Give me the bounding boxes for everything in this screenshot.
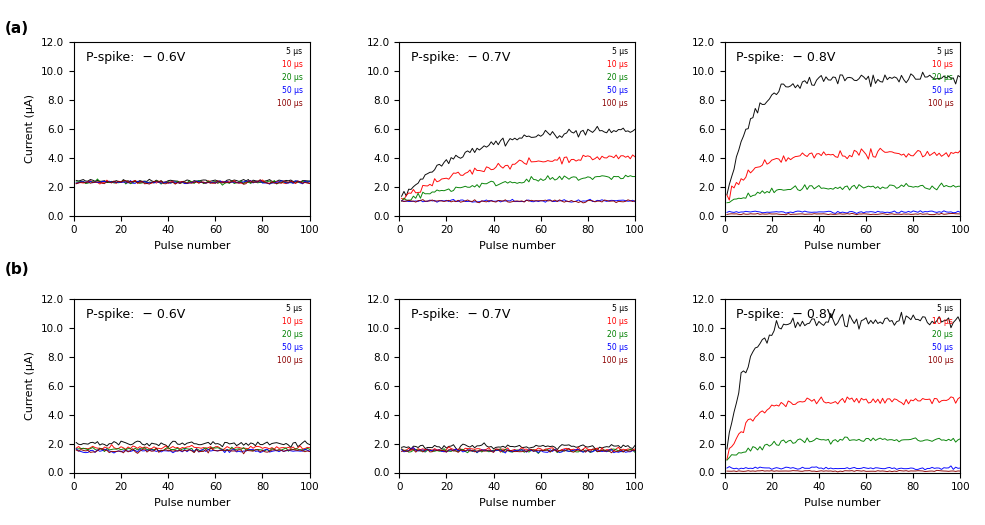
Text: 50 μs: 50 μs <box>607 343 628 352</box>
Text: 5 μs: 5 μs <box>287 47 302 56</box>
Text: 10 μs: 10 μs <box>607 60 628 69</box>
Text: 10 μs: 10 μs <box>933 317 953 326</box>
Text: P-spike:  − 0.8V: P-spike: − 0.8V <box>737 308 835 321</box>
X-axis label: Pulse number: Pulse number <box>154 498 230 508</box>
Text: 20 μs: 20 μs <box>933 74 953 82</box>
Text: 50 μs: 50 μs <box>282 343 302 352</box>
Text: 100 μs: 100 μs <box>277 99 302 108</box>
Text: 5 μs: 5 μs <box>612 47 628 56</box>
Text: 10 μs: 10 μs <box>282 60 302 69</box>
Text: (b): (b) <box>5 262 30 278</box>
X-axis label: Pulse number: Pulse number <box>479 241 556 251</box>
Text: 20 μs: 20 μs <box>933 330 953 339</box>
Text: 50 μs: 50 μs <box>932 86 953 95</box>
Text: 5 μs: 5 μs <box>937 47 953 56</box>
Text: 100 μs: 100 μs <box>602 356 628 365</box>
Text: 100 μs: 100 μs <box>928 356 953 365</box>
Y-axis label: Current (μA): Current (μA) <box>26 94 35 163</box>
Text: 10 μs: 10 μs <box>282 317 302 326</box>
Text: P-spike:  − 0.7V: P-spike: − 0.7V <box>411 51 510 64</box>
Text: P-spike:  − 0.6V: P-spike: − 0.6V <box>86 308 185 321</box>
X-axis label: Pulse number: Pulse number <box>154 241 230 251</box>
Text: 10 μs: 10 μs <box>933 60 953 69</box>
Text: P-spike:  − 0.8V: P-spike: − 0.8V <box>737 51 835 64</box>
Text: 100 μs: 100 μs <box>602 99 628 108</box>
X-axis label: Pulse number: Pulse number <box>804 498 881 508</box>
Text: (a): (a) <box>5 21 29 36</box>
Text: P-spike:  − 0.6V: P-spike: − 0.6V <box>86 51 185 64</box>
X-axis label: Pulse number: Pulse number <box>804 241 881 251</box>
Text: 50 μs: 50 μs <box>932 343 953 352</box>
Text: 5 μs: 5 μs <box>287 304 302 313</box>
Text: 10 μs: 10 μs <box>607 317 628 326</box>
Text: P-spike:  − 0.7V: P-spike: − 0.7V <box>411 308 510 321</box>
Y-axis label: Current (μA): Current (μA) <box>26 351 35 420</box>
Text: 50 μs: 50 μs <box>282 86 302 95</box>
Text: 100 μs: 100 μs <box>277 356 302 365</box>
Text: 5 μs: 5 μs <box>937 304 953 313</box>
X-axis label: Pulse number: Pulse number <box>479 498 556 508</box>
Text: 20 μs: 20 μs <box>607 74 628 82</box>
Text: 100 μs: 100 μs <box>928 99 953 108</box>
Text: 20 μs: 20 μs <box>607 330 628 339</box>
Text: 5 μs: 5 μs <box>612 304 628 313</box>
Text: 20 μs: 20 μs <box>282 74 302 82</box>
Text: 20 μs: 20 μs <box>282 330 302 339</box>
Text: 50 μs: 50 μs <box>607 86 628 95</box>
